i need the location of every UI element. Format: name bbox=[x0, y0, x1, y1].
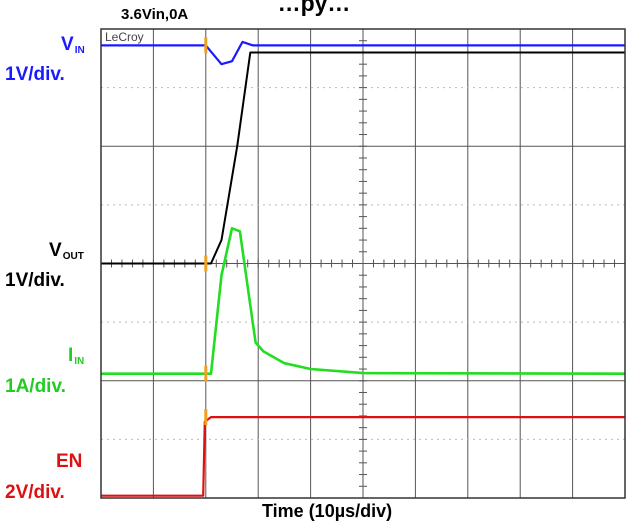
trace-vout bbox=[101, 51, 625, 265]
iin-channel-label: IIN bbox=[68, 345, 85, 367]
x-axis-label: Time (10µs/div) bbox=[262, 501, 393, 521]
iin-scale-label: 1A/div. bbox=[5, 376, 66, 397]
en-channel-label: EN bbox=[56, 451, 83, 472]
trace-vin bbox=[101, 40, 625, 66]
vout-channel-label: VOUT bbox=[49, 240, 84, 262]
scope-frame bbox=[100, 28, 626, 499]
vout-scale-label: 1V/div. bbox=[5, 270, 65, 291]
en-scale-label: 2V/div. bbox=[5, 482, 65, 503]
trace-iin bbox=[101, 227, 626, 376]
vin-scale-label: 1V/div. bbox=[5, 64, 65, 85]
vin-channel-label: VIN bbox=[61, 34, 85, 56]
test-conditions: 3.6Vin,0A bbox=[121, 6, 189, 23]
scope-brand: LeCroy bbox=[105, 30, 144, 44]
title-fragment: …py… bbox=[277, 0, 351, 16]
